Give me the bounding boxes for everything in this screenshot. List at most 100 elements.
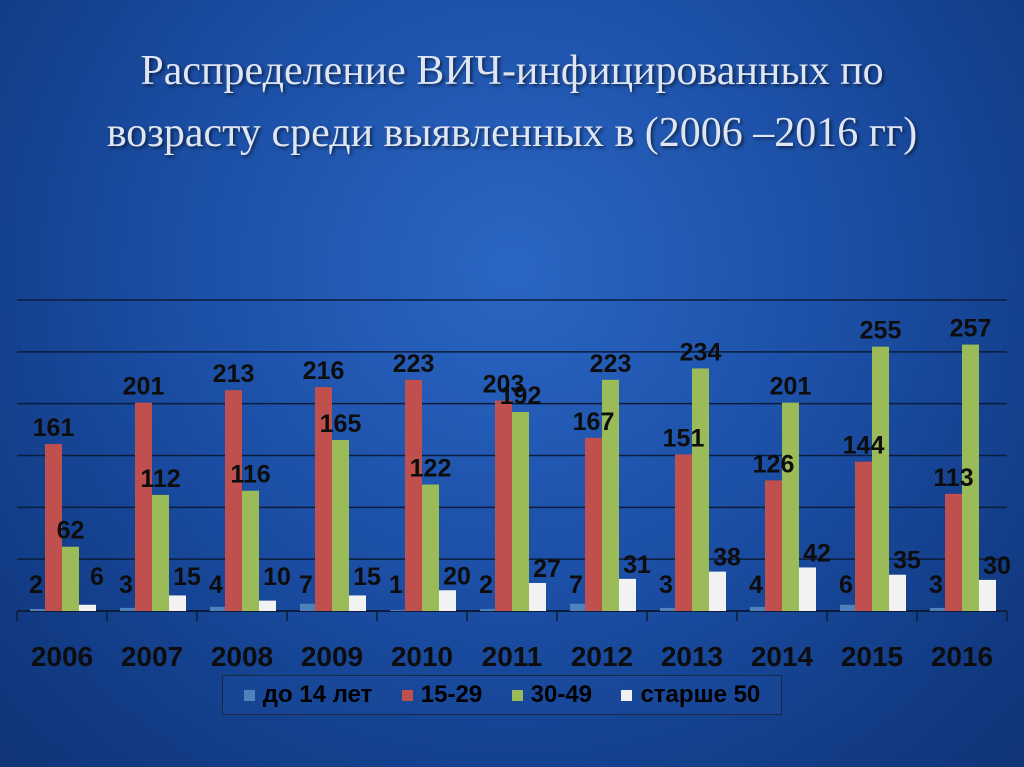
bar-30-49-2012 bbox=[602, 379, 619, 611]
bar-15-29-2009 bbox=[315, 387, 332, 611]
x-tick-label-2009: 2009 bbox=[301, 641, 363, 672]
legend-swatch bbox=[243, 689, 255, 701]
data-label-30-49-2009: 165 bbox=[320, 410, 362, 438]
x-tick-label-2015: 2015 bbox=[841, 641, 903, 672]
data-label-старше-50-2016: 30 bbox=[983, 552, 1011, 580]
data-label-до-14-лет-2006: 2 bbox=[29, 571, 43, 599]
bar-15-29-2006 bbox=[45, 444, 62, 611]
data-label-старше-50-2010: 20 bbox=[443, 562, 471, 590]
data-label-старше-50-2006: 6 bbox=[90, 563, 104, 591]
bar-до-14-лет-2015 bbox=[840, 604, 857, 611]
bar-старше-50-2014 bbox=[799, 567, 816, 611]
data-label-старше-50-2013: 38 bbox=[713, 544, 741, 572]
legend-item: до 14 лет bbox=[243, 681, 373, 709]
data-label-старше-50-2012: 31 bbox=[623, 551, 651, 579]
data-label-30-49-2015: 255 bbox=[860, 317, 902, 345]
bar-30-49-2009 bbox=[332, 439, 349, 611]
data-label-до-14-лет-2015: 6 bbox=[839, 571, 853, 599]
bar-30-49-2006 bbox=[62, 546, 79, 611]
data-label-до-14-лет-2010: 1 bbox=[389, 571, 403, 599]
data-label-30-49-2010: 122 bbox=[410, 455, 452, 483]
data-label-15-29-2007: 201 bbox=[123, 373, 165, 401]
bar-до-14-лет-2012 bbox=[570, 603, 587, 611]
x-tick-label-2013: 2013 bbox=[661, 641, 723, 672]
data-label-15-29-2006: 161 bbox=[33, 414, 75, 442]
data-label-до-14-лет-2014: 4 bbox=[749, 571, 763, 599]
data-label-до-14-лет-2007: 3 bbox=[119, 571, 133, 599]
bar-до-14-лет-2009 bbox=[300, 603, 317, 611]
data-label-30-49-2008: 116 bbox=[230, 461, 270, 489]
data-label-15-29-2008: 213 bbox=[213, 360, 255, 388]
chart-legend: до 14 лет 15-29 30-49 старше 50 bbox=[222, 675, 782, 715]
bar-30-49-2014 bbox=[782, 402, 799, 611]
bar-до-14-лет-2014 bbox=[750, 606, 767, 611]
bar-старше-50-2016 bbox=[979, 579, 996, 611]
data-label-до-14-лет-2012: 7 bbox=[569, 571, 583, 599]
bar-старше-50-2008 bbox=[259, 600, 276, 611]
data-label-15-29-2009: 216 bbox=[303, 357, 345, 385]
bar-до-14-лет-2010 bbox=[390, 609, 407, 611]
bar-старше-50-2006 bbox=[79, 604, 96, 611]
bar-до-14-лет-2013 bbox=[660, 607, 677, 611]
data-label-до-14-лет-2011: 2 bbox=[479, 571, 493, 599]
data-label-15-29-2014: 126 bbox=[753, 450, 795, 478]
bar-до-14-лет-2006 bbox=[30, 608, 47, 611]
data-label-15-29-2011: 203 bbox=[483, 371, 525, 399]
legend-label: 30-49 bbox=[530, 681, 593, 708]
legend-label: старше 50 bbox=[640, 681, 761, 708]
data-label-15-29-2012: 167 bbox=[573, 408, 615, 436]
bar-15-29-2012 bbox=[585, 437, 602, 611]
x-tick-label-2007: 2007 bbox=[121, 641, 183, 672]
bar-15-29-2007 bbox=[135, 402, 152, 611]
x-tick-label-2008: 2008 bbox=[211, 641, 273, 672]
chart-title-line2: возрасту среди выявленных в (2006 –2016 … bbox=[106, 110, 918, 156]
x-tick-label-2010: 2010 bbox=[391, 641, 453, 672]
bar-15-29-2016 bbox=[945, 493, 962, 611]
data-label-старше-50-2015: 35 bbox=[893, 547, 921, 575]
data-label-15-29-2010: 223 bbox=[393, 350, 435, 378]
bar-старше-50-2009 bbox=[349, 595, 366, 611]
bar-старше-50-2015 bbox=[889, 574, 906, 611]
data-label-15-29-2016: 113 bbox=[933, 464, 973, 492]
data-label-до-14-лет-2008: 4 bbox=[209, 571, 223, 599]
bar-30-49-2016 bbox=[962, 344, 979, 611]
data-label-15-29-2013: 151 bbox=[663, 424, 705, 452]
legend-item: 15-29 bbox=[401, 681, 482, 709]
legend-label: до 14 лет bbox=[262, 681, 373, 708]
bar-30-49-2013 bbox=[692, 368, 709, 611]
bar-30-49-2015 bbox=[872, 346, 889, 611]
x-tick-label-2012: 2012 bbox=[571, 641, 633, 672]
chart-title: Распределение ВИЧ-инфицированных по возр… bbox=[0, 40, 1024, 164]
x-tick-label-2016: 2016 bbox=[931, 641, 993, 672]
bar-старше-50-2007 bbox=[169, 595, 186, 611]
data-label-15-29-2015: 144 bbox=[843, 432, 885, 460]
data-label-30-49-2013: 234 bbox=[680, 338, 722, 366]
data-label-старше-50-2009: 15 bbox=[353, 563, 381, 591]
data-label-30-49-2006: 62 bbox=[57, 517, 85, 545]
legend-swatch bbox=[621, 689, 633, 701]
legend-swatch bbox=[511, 689, 523, 701]
data-label-старше-50-2011: 27 bbox=[533, 555, 561, 583]
data-label-30-49-2014: 201 bbox=[770, 373, 812, 401]
data-label-старше-50-2008: 10 bbox=[263, 563, 291, 591]
bar-15-29-2011 bbox=[495, 400, 512, 611]
x-tick-label-2014: 2014 bbox=[751, 641, 814, 672]
bar-30-49-2008 bbox=[242, 490, 259, 611]
x-tick-label-2011: 2011 bbox=[482, 641, 543, 672]
legend-item: 30-49 bbox=[511, 681, 593, 709]
bar-до-14-лет-2007 bbox=[120, 607, 137, 611]
x-tick-label-2006: 2006 bbox=[31, 641, 93, 672]
legend-item: старше 50 bbox=[621, 681, 760, 709]
bar-30-49-2007 bbox=[152, 494, 169, 611]
bar-15-29-2014 bbox=[765, 480, 782, 611]
bar-30-49-2011 bbox=[512, 411, 529, 611]
data-label-до-14-лет-2013: 3 bbox=[659, 571, 673, 599]
chart-title-line1: Распределение ВИЧ-инфицированных по bbox=[140, 48, 884, 94]
data-label-старше-50-2007: 15 bbox=[173, 563, 201, 591]
bar-старше-50-2012 bbox=[619, 578, 636, 611]
bar-до-14-лет-2016 bbox=[930, 607, 947, 611]
data-label-30-49-2011: 192 bbox=[500, 382, 542, 410]
data-label-30-49-2007: 112 bbox=[140, 465, 180, 493]
data-label-до-14-лет-2009: 7 bbox=[299, 571, 313, 599]
